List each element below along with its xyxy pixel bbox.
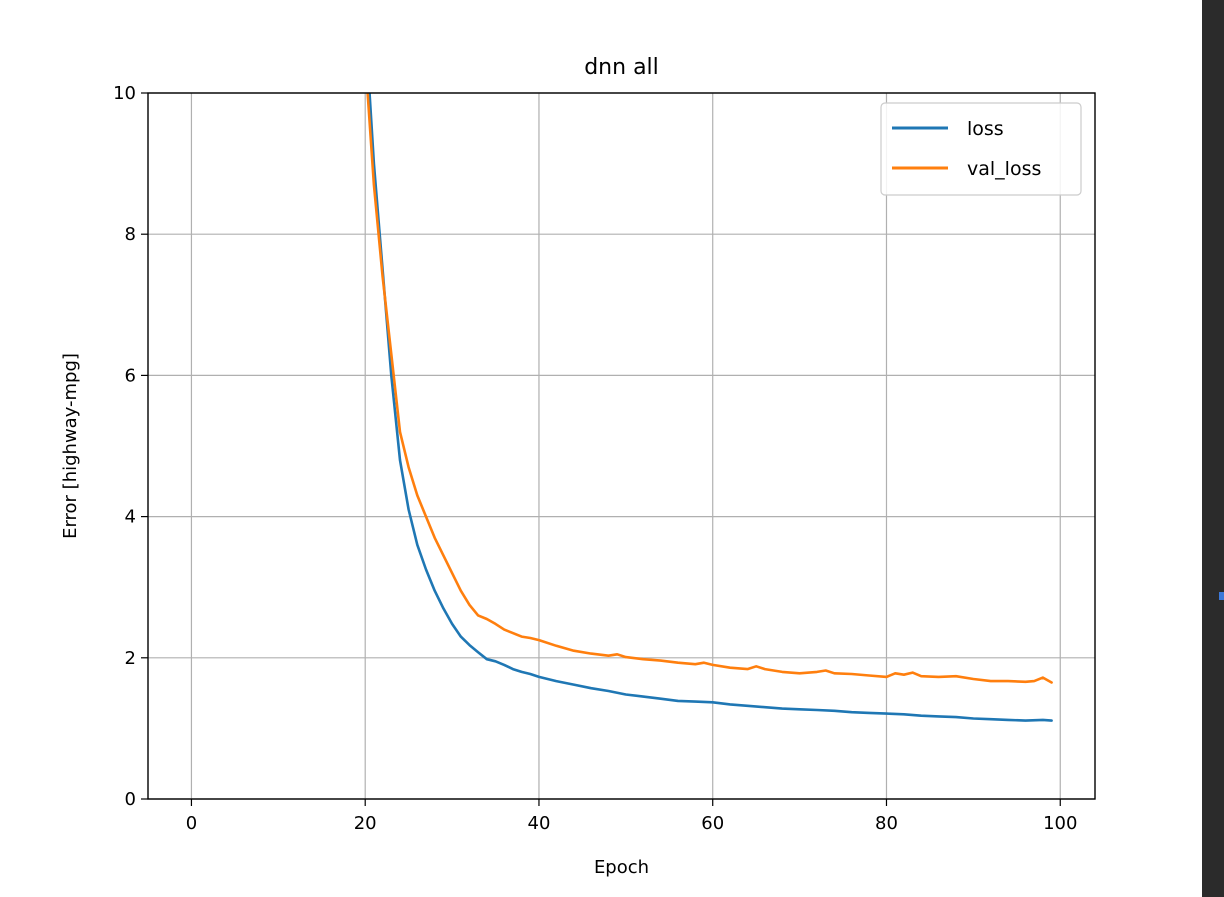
legend-label-loss: loss — [967, 118, 1004, 140]
series-line-loss — [368, 93, 1053, 722]
series-line-val-loss — [366, 93, 1053, 684]
plot-frame — [147, 92, 1096, 800]
side-panel-marker — [1219, 592, 1224, 600]
legend-box — [880, 102, 1082, 196]
y-tick-label: 0 — [125, 789, 136, 810]
y-tick-label: 4 — [125, 507, 136, 528]
series-group — [366, 93, 1053, 722]
x-tick-label: 60 — [701, 813, 724, 834]
x-tick-label: 0 — [186, 813, 197, 834]
x-tick-label: 20 — [354, 813, 377, 834]
x-axis-ticks: 0 20 40 60 80 100 — [186, 799, 1077, 834]
y-axis-ticks: 0 2 4 6 8 10 — [113, 83, 148, 810]
side-panel-strip — [1202, 0, 1224, 897]
y-tick-label: 6 — [125, 365, 136, 386]
y-tick-label: 8 — [125, 224, 136, 245]
legend: loss val_loss — [880, 102, 1082, 196]
y-tick-label: 2 — [125, 648, 136, 669]
x-tick-label: 40 — [528, 813, 551, 834]
y-tick-label: 10 — [113, 83, 136, 104]
chart-title: dnn all — [584, 55, 659, 80]
y-axis-label: Error [highway-mpg] — [60, 353, 81, 539]
x-axis-label: Epoch — [594, 857, 649, 878]
x-tick-label: 100 — [1043, 813, 1077, 834]
legend-label-val-loss: val_loss — [967, 158, 1041, 180]
x-tick-label: 80 — [875, 813, 898, 834]
